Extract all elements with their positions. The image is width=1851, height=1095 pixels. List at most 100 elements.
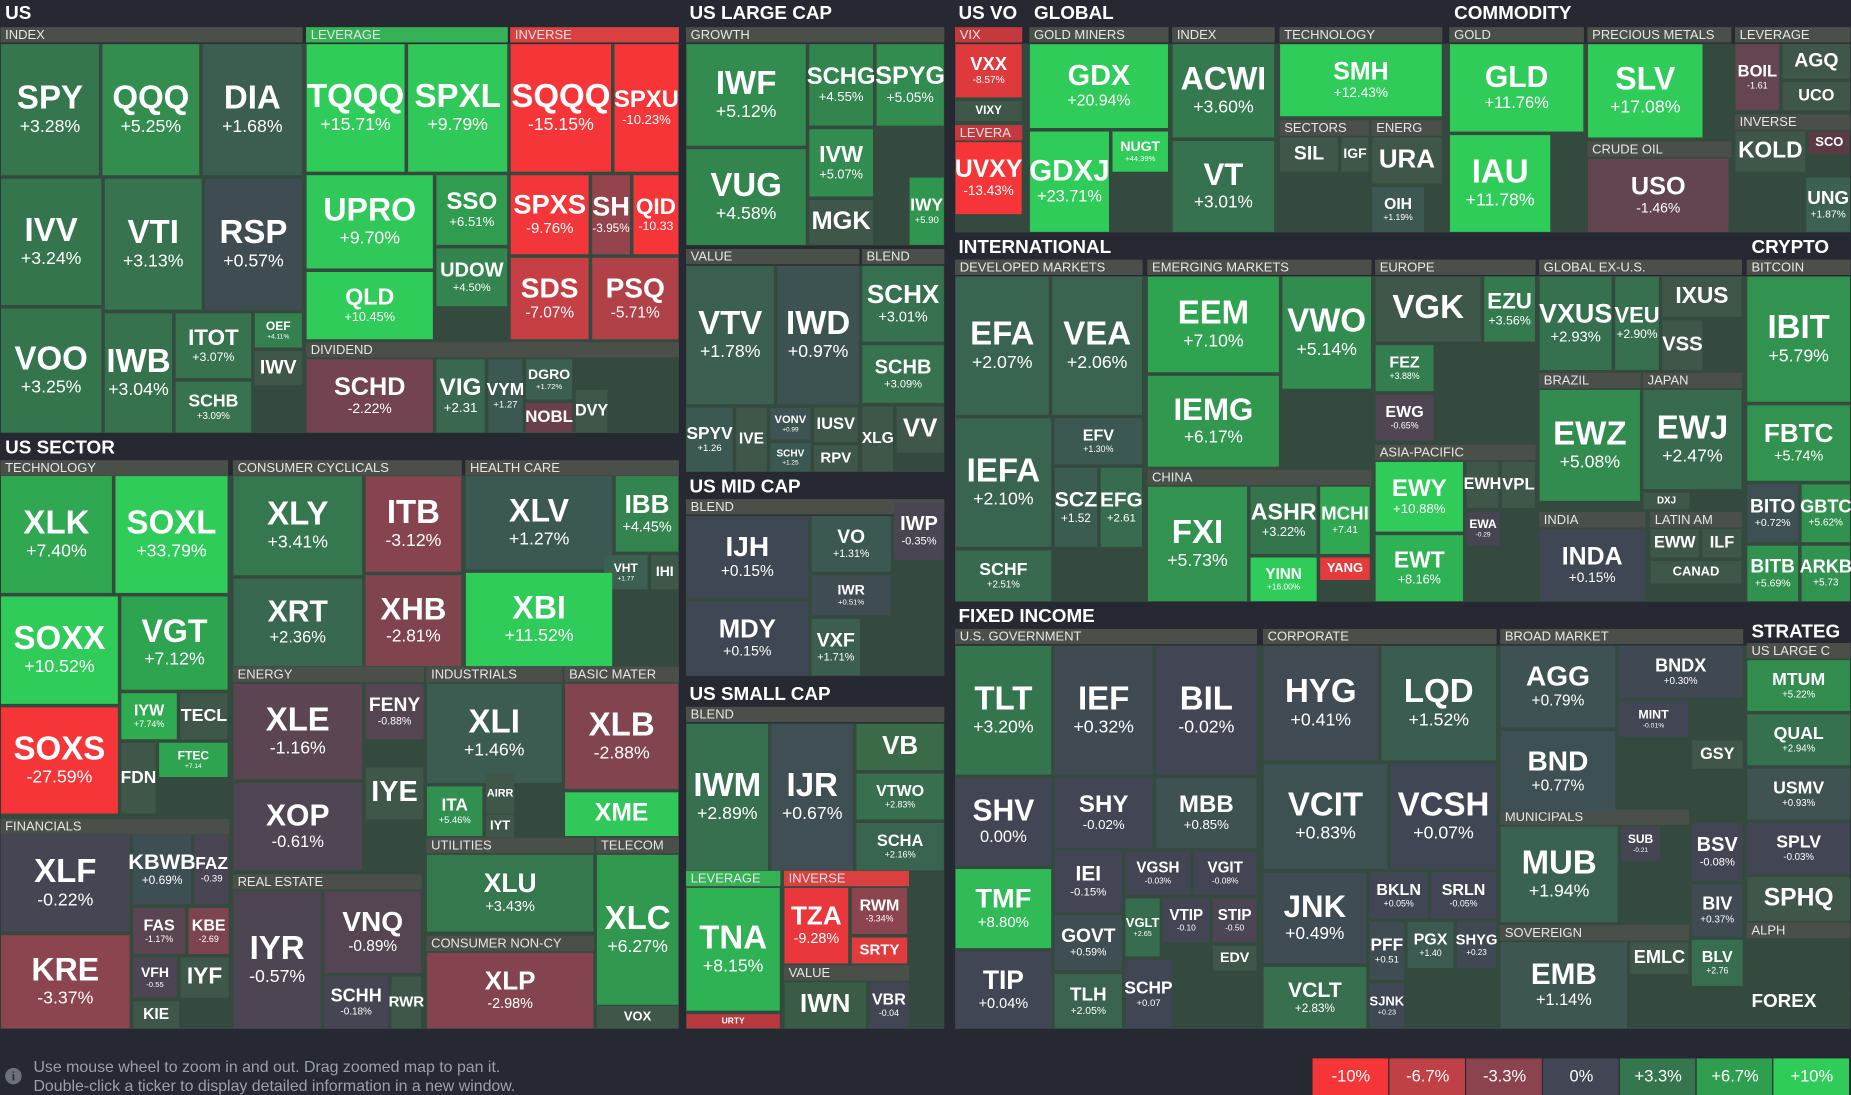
tile-box[interactable]	[1375, 461, 1463, 532]
tile-box[interactable]	[465, 476, 613, 570]
tile[interactable]: SPHQ	[1747, 877, 1850, 921]
ticker[interactable]: SMH	[1333, 57, 1388, 85]
tile-box[interactable]	[1341, 137, 1369, 172]
tile[interactable]: NOBL	[525, 402, 573, 433]
tile-box[interactable]	[1125, 959, 1172, 1029]
tile-box[interactable]	[465, 572, 613, 667]
tile[interactable]: GOVT+0.59%	[1054, 915, 1122, 971]
tile-box[interactable]	[784, 982, 866, 1029]
tile[interactable]: FBTC+5.74%	[1747, 405, 1850, 481]
tile-box[interactable]	[1801, 545, 1850, 602]
tile[interactable]: VXX-8.57%	[955, 44, 1022, 98]
ticker[interactable]: ITB	[387, 493, 440, 530]
ticker[interactable]: QQQ	[112, 79, 189, 116]
ticker[interactable]: RWM	[860, 896, 900, 914]
tile-box[interactable]	[1691, 939, 1743, 986]
ticker[interactable]: BSV	[1697, 834, 1739, 856]
tile[interactable]: SCHD-2.22%	[306, 359, 433, 433]
tile-box[interactable]	[1702, 529, 1742, 558]
ticker[interactable]: GSY	[1700, 745, 1735, 763]
tile[interactable]: SUB-0.21	[1621, 826, 1661, 861]
ticker[interactable]: EMLC	[1634, 947, 1685, 967]
ticker[interactable]: IBIT	[1767, 308, 1829, 345]
tile-box[interactable]	[365, 476, 462, 572]
ticker[interactable]: VUG	[710, 166, 781, 203]
tile-box[interactable]	[1263, 966, 1367, 1029]
tile-box[interactable]	[324, 891, 422, 973]
ticker[interactable]: SPY	[17, 79, 83, 116]
ticker[interactable]: BIV	[1702, 894, 1732, 914]
tile[interactable]: OIH+1.19%	[1372, 187, 1425, 232]
tile[interactable]: VCLT+2.83%	[1263, 966, 1367, 1029]
tile[interactable]: BITB+5.69%	[1747, 545, 1799, 602]
tile-box[interactable]	[1449, 135, 1551, 232]
tile[interactable]: SIL	[1280, 137, 1338, 172]
tile[interactable]: VIXY	[955, 100, 1022, 121]
ticker[interactable]: IWN	[800, 990, 850, 1018]
tile-box[interactable]	[811, 618, 861, 676]
tile[interactable]: XLI+1.46%	[426, 683, 562, 783]
tile-box[interactable]	[102, 44, 200, 176]
tile-box[interactable]	[233, 476, 363, 576]
ticker[interactable]: JNK	[1284, 889, 1347, 924]
ticker[interactable]: MBB	[1179, 791, 1234, 818]
tile[interactable]: EFG+2.61	[1100, 467, 1143, 547]
ticker[interactable]: XLI	[469, 702, 520, 739]
ticker[interactable]: VYM	[487, 379, 525, 399]
tile-box[interactable]	[1156, 646, 1257, 775]
ticker[interactable]: VBR	[872, 991, 906, 1009]
tile[interactable]: YINN+16.00%	[1250, 557, 1317, 602]
tile[interactable]: SCHG+4.55%	[807, 44, 876, 126]
tile-box[interactable]	[510, 257, 589, 340]
ticker[interactable]: VONV	[775, 414, 807, 426]
tile-box[interactable]	[651, 555, 679, 590]
ticker[interactable]: KOLD	[1738, 137, 1802, 163]
ticker[interactable]: XHB	[380, 591, 446, 626]
ticker[interactable]: BNDX	[1655, 655, 1706, 675]
tile[interactable]: SCHP+0.07	[1124, 959, 1173, 1029]
tile[interactable]: ASHR+3.22%	[1250, 486, 1317, 554]
tile-box[interactable]	[180, 693, 228, 740]
tile-box[interactable]	[1484, 276, 1535, 342]
tile[interactable]: UDOW+4.50%	[436, 248, 508, 307]
tile[interactable]: BSV-0.08%	[1691, 823, 1743, 881]
ticker[interactable]: RSP	[220, 213, 288, 250]
tile-box[interactable]	[133, 907, 186, 954]
ticker[interactable]: OIH	[1384, 196, 1412, 213]
ticker[interactable]: VGLT	[1126, 915, 1160, 930]
tile-box[interactable]	[1263, 646, 1379, 761]
ticker[interactable]: URTY	[722, 1016, 745, 1026]
ticker[interactable]: SCHH	[331, 986, 382, 1006]
tile-box[interactable]	[565, 792, 679, 836]
tile[interactable]: QID-10.33	[633, 175, 679, 255]
tile-box[interactable]	[1052, 276, 1143, 415]
tile[interactable]: EWA-0.29	[1466, 511, 1500, 546]
tile[interactable]: VOO+3.25%	[1, 308, 102, 433]
tile-box[interactable]	[306, 359, 433, 433]
ticker[interactable]: PGX	[1414, 931, 1448, 949]
tile-box[interactable]	[1747, 768, 1850, 820]
ticker[interactable]: EWW	[1654, 534, 1696, 552]
tile-box[interactable]	[1372, 137, 1442, 184]
tile[interactable]: VBR-0.04	[869, 982, 909, 1029]
tile[interactable]: BNDX+0.30%	[1618, 646, 1743, 698]
tile[interactable]: EMB+1.14%	[1500, 942, 1627, 1029]
ticker[interactable]: IWV	[260, 356, 297, 378]
tile[interactable]: BITO+0.72%	[1747, 484, 1799, 543]
tile[interactable]: VGT+7.12%	[121, 596, 228, 690]
ticker[interactable]: ARKB	[1800, 557, 1851, 577]
tile[interactable]: HYG+0.41%	[1263, 646, 1379, 761]
ticker[interactable]: VEU	[1614, 302, 1659, 327]
tile[interactable]: XBI+11.52%	[465, 572, 613, 667]
tile-box[interactable]	[1163, 898, 1210, 943]
tile-box[interactable]	[1172, 44, 1275, 138]
tile-box[interactable]	[1747, 484, 1799, 543]
tile-box[interactable]	[955, 550, 1052, 602]
tile[interactable]: VUG+4.58%	[686, 149, 806, 245]
tile-box[interactable]	[104, 313, 173, 433]
tile[interactable]: VSS	[1662, 320, 1703, 370]
ticker[interactable]: TIP	[983, 965, 1024, 995]
tile-box[interactable]	[1747, 660, 1850, 711]
tile[interactable]: ITA+5.46%	[426, 786, 483, 836]
tile[interactable]: VYM+1.27	[487, 359, 525, 433]
